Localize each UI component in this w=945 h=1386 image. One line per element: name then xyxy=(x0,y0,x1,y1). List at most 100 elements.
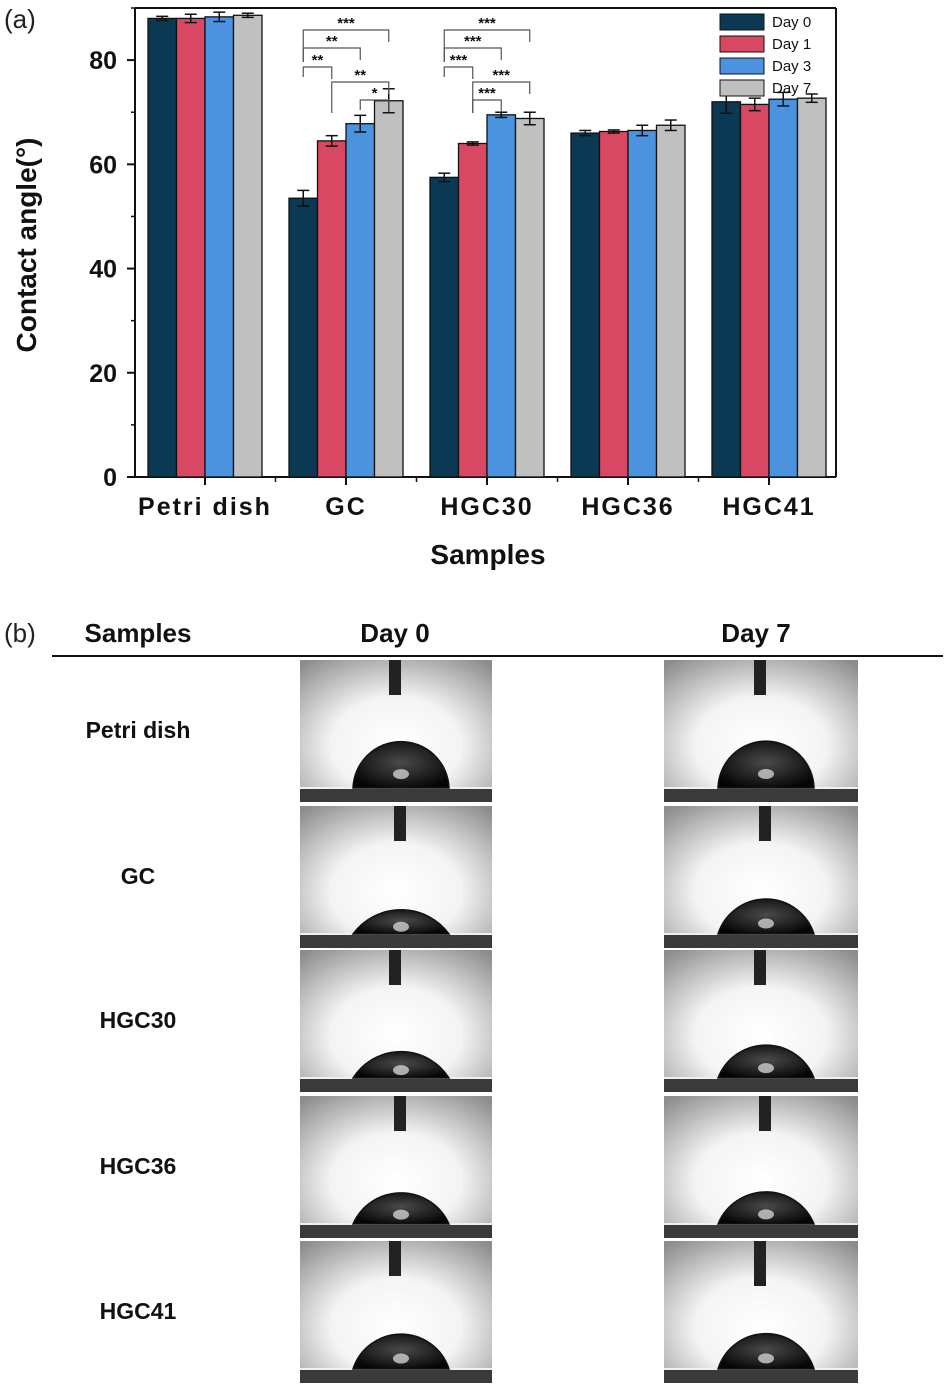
x-tick-label: GC xyxy=(325,493,367,521)
error-bar xyxy=(438,172,451,183)
bar xyxy=(796,97,827,478)
droplet-photo xyxy=(664,950,858,1092)
droplet xyxy=(716,1332,816,1370)
droplet-highlight xyxy=(393,1353,409,1364)
sample-row-label: HGC36 xyxy=(100,1153,177,1179)
bar xyxy=(570,132,601,478)
legend-item: Day 1 xyxy=(719,35,811,53)
error-bar xyxy=(805,93,818,104)
substrate xyxy=(664,1369,858,1383)
panel-a-label: (a) xyxy=(4,4,36,34)
bar xyxy=(739,103,770,478)
droplet-highlight xyxy=(758,918,774,929)
legend-item: Day 0 xyxy=(719,13,811,31)
significance-label: *** xyxy=(450,52,468,69)
x-tick-label: HGC36 xyxy=(581,493,674,521)
needle xyxy=(759,806,771,841)
significance-bracket: * xyxy=(359,85,390,112)
droplet xyxy=(716,898,816,935)
sample-row-label: HGC41 xyxy=(100,1298,177,1324)
legend-swatch xyxy=(719,57,765,75)
error-bar xyxy=(523,111,536,126)
legend-label: Day 7 xyxy=(772,80,811,97)
significance-label: *** xyxy=(478,15,496,32)
droplet-highlight xyxy=(758,1209,774,1220)
bar xyxy=(345,123,376,478)
droplet xyxy=(351,1050,451,1079)
significance-label: ** xyxy=(312,52,324,69)
droplet-highlight xyxy=(393,769,409,780)
significance-label: *** xyxy=(337,15,355,32)
droplet-highlight xyxy=(393,921,409,932)
substrate xyxy=(300,1369,492,1383)
droplet-photo xyxy=(664,806,858,948)
header-day0: Day 0 xyxy=(360,618,429,648)
droplet-photo xyxy=(300,660,492,802)
droplet-photo xyxy=(664,660,858,802)
legend-label: Day 3 xyxy=(772,58,811,75)
significance-label: * xyxy=(372,85,378,102)
droplet-highlight xyxy=(393,1065,409,1076)
droplet-highlight xyxy=(758,1353,774,1364)
y-tick-label: 40 xyxy=(89,256,117,284)
bar xyxy=(711,101,742,478)
significance-bracket: *** xyxy=(443,15,531,62)
significance-bracket: *** xyxy=(472,85,502,113)
substrate xyxy=(664,788,858,802)
y-tick-label: 20 xyxy=(89,360,117,388)
droplet-photo xyxy=(300,806,492,948)
substrate xyxy=(300,934,492,948)
needle xyxy=(389,950,401,985)
y-tick-label: 60 xyxy=(89,151,117,179)
substrate xyxy=(664,1224,858,1238)
substrate xyxy=(300,1078,492,1092)
legend-item: Day 3 xyxy=(719,57,811,75)
bar xyxy=(373,100,404,478)
significance-label: ** xyxy=(326,33,338,50)
droplet-photo xyxy=(664,1096,858,1238)
significance-bracket: *** xyxy=(443,52,474,79)
bar xyxy=(655,124,686,478)
needle xyxy=(389,660,401,695)
needle xyxy=(394,806,406,841)
significance-bracket: ** xyxy=(302,52,333,79)
legend-label: Day 0 xyxy=(772,14,811,31)
y-axis-title: Contact angle(°) xyxy=(11,138,42,353)
error-bar xyxy=(354,114,367,133)
error-bar xyxy=(213,11,226,23)
error-bar xyxy=(297,189,310,207)
significance-brackets: ************************* xyxy=(302,15,531,113)
y-ticks: 0 20 40 60 80 xyxy=(89,7,135,492)
droplet xyxy=(717,740,815,789)
error-bar xyxy=(466,141,479,146)
error-bar xyxy=(495,111,508,119)
droplet xyxy=(716,1191,816,1225)
bar xyxy=(147,17,178,478)
bar xyxy=(598,130,629,478)
needle xyxy=(754,660,766,695)
significance-label: *** xyxy=(478,85,496,102)
needle xyxy=(754,950,766,985)
needle xyxy=(759,1096,771,1131)
bar xyxy=(288,197,319,478)
bar xyxy=(627,129,658,478)
significance-bracket: *** xyxy=(443,33,502,62)
substrate xyxy=(664,934,858,948)
legend: Day 0 Day 1 Day 3 Day 7 xyxy=(719,13,811,97)
sample-row-label: Petri dish xyxy=(86,717,191,743)
sample-row-label: HGC30 xyxy=(100,1007,177,1033)
droplet xyxy=(351,1192,451,1225)
significance-bracket: ** xyxy=(331,67,390,113)
significance-bracket: ** xyxy=(302,33,361,62)
significance-label: *** xyxy=(464,33,482,50)
legend-swatch xyxy=(719,79,765,97)
x-tick-label: HGC30 xyxy=(440,493,533,521)
bar xyxy=(204,16,235,478)
droplet-photo xyxy=(300,1096,492,1238)
needle xyxy=(394,1096,406,1131)
droplet-highlight xyxy=(758,1063,774,1074)
error-bar xyxy=(636,124,649,137)
droplet xyxy=(716,1044,816,1079)
error-bar xyxy=(748,97,761,112)
